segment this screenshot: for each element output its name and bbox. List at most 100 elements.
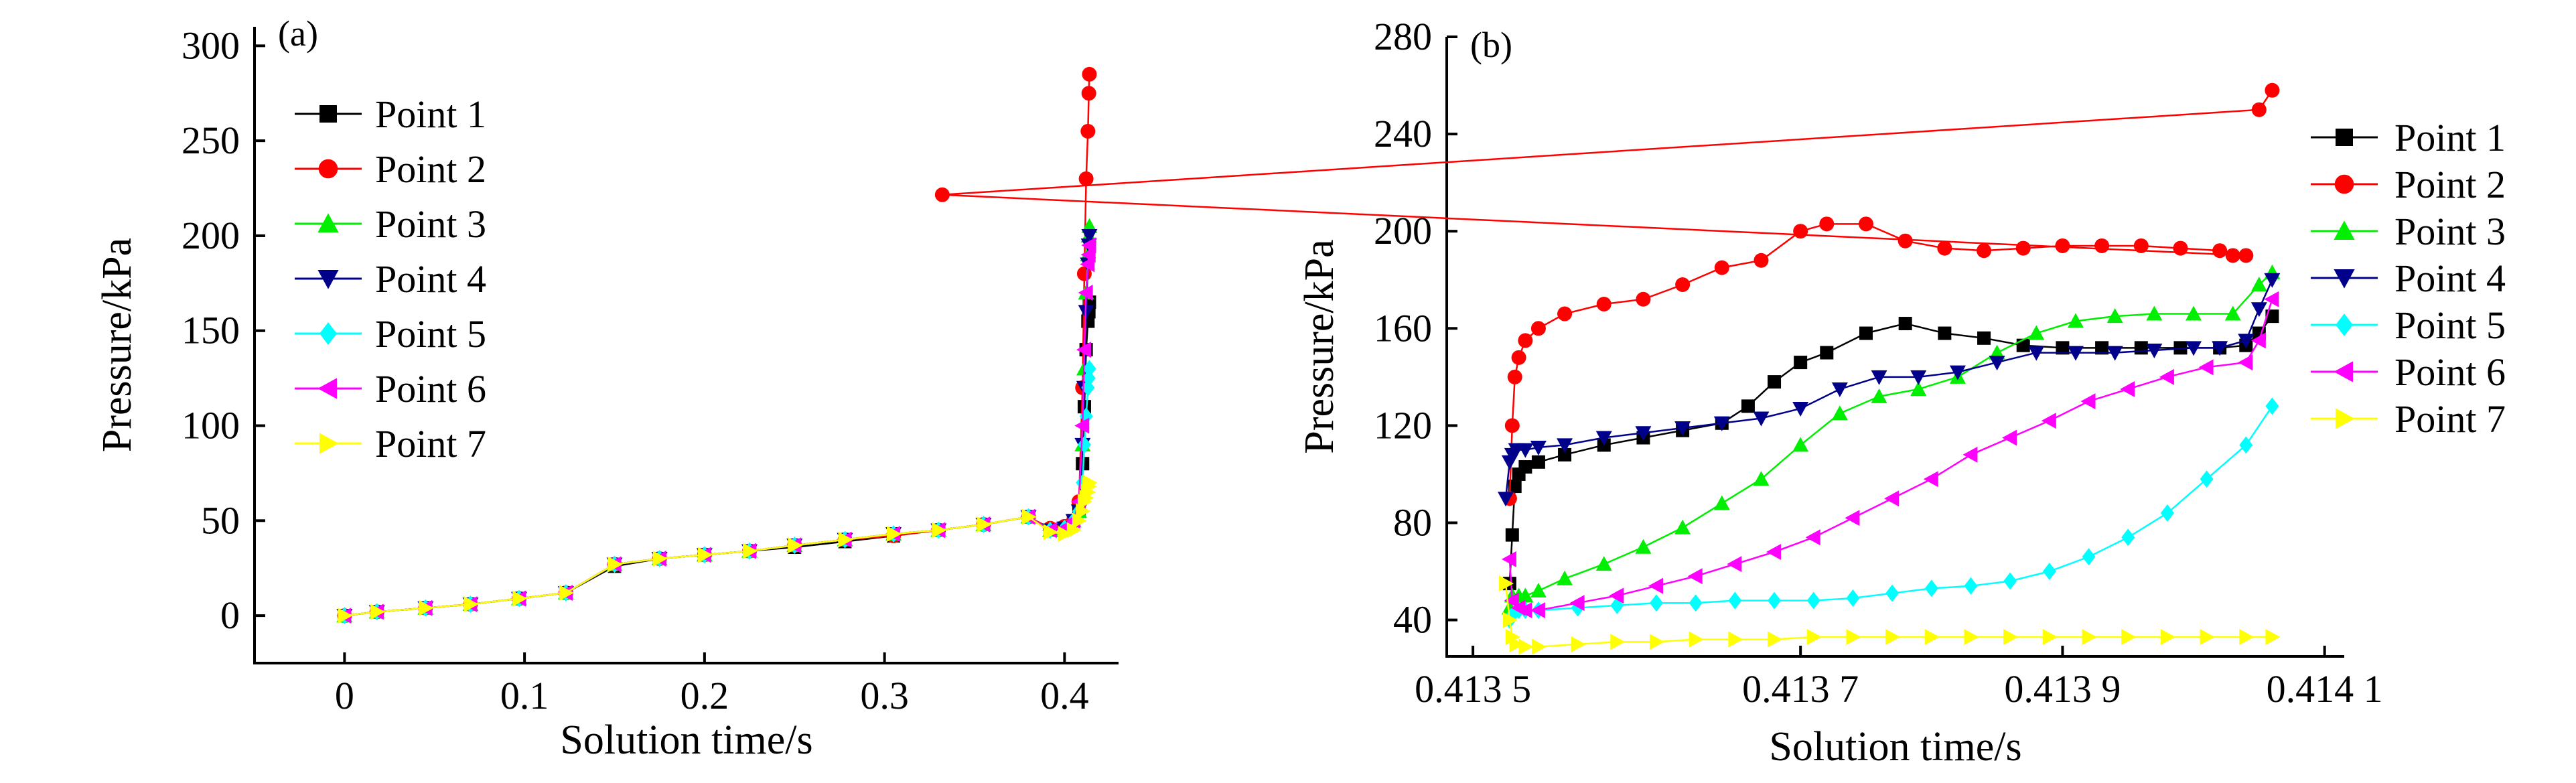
data-point (1819, 216, 1835, 232)
legend-entry: Point 5 (295, 312, 486, 356)
data-point (2146, 305, 2163, 321)
data-point (1571, 636, 1586, 652)
legend-label: Point 5 (2394, 303, 2506, 347)
data-point (1517, 602, 1532, 619)
data-point (1504, 418, 1520, 433)
data-point (1518, 333, 1533, 348)
data-point (1595, 431, 1612, 446)
data-point (2264, 291, 2279, 307)
data-point (2265, 397, 2279, 415)
data-point (1505, 628, 1520, 645)
x-tick-label: 0 (335, 674, 354, 717)
data-point (1609, 587, 1624, 604)
data-point (1596, 297, 1612, 312)
series-6 (1501, 291, 2279, 619)
data-point (2120, 380, 2135, 397)
data-point (1076, 457, 1090, 471)
data-point (1805, 529, 1820, 546)
data-point (1508, 480, 1522, 494)
legend-marker (318, 159, 338, 179)
y-tick-label: 240 (1374, 112, 1432, 155)
data-point (2041, 413, 2056, 429)
data-point (1937, 240, 1952, 256)
x-tick-label: 0.414 1 (2267, 667, 2383, 711)
data-point (2238, 354, 2253, 371)
data-point (2015, 240, 2031, 256)
data-point (2028, 346, 2045, 361)
y-tick-label: 120 (1374, 403, 1432, 447)
x-tick-label: 0.413 7 (1742, 667, 1859, 711)
y-tick-label: 200 (182, 214, 240, 257)
data-point (1910, 370, 1927, 385)
data-point (2238, 334, 2255, 349)
data-point (1859, 326, 1873, 340)
data-point (1884, 490, 1900, 507)
data-point (2200, 470, 2214, 488)
data-point (1082, 360, 1096, 378)
data-point (1499, 575, 1514, 592)
data-point (652, 551, 668, 567)
data-point (1569, 595, 1585, 612)
data-point (1845, 510, 1860, 526)
data-point (1768, 591, 1782, 610)
legend-marker (319, 105, 337, 123)
data-point (1505, 528, 1519, 542)
data-point (1558, 447, 1572, 461)
data-point (2106, 346, 2123, 361)
data-point (1675, 277, 1691, 292)
data-point (1043, 524, 1058, 541)
legend-label: Point 5 (375, 312, 486, 356)
data-point (2133, 238, 2149, 253)
data-point (2265, 82, 2280, 98)
data-point (1793, 224, 1808, 239)
data-point (1949, 365, 1966, 380)
legend-label: Point 2 (2394, 163, 2506, 206)
data-point (1595, 556, 1612, 571)
data-point (838, 531, 853, 548)
data-point (2002, 429, 2017, 446)
data-point (1885, 584, 1900, 602)
data-point (2160, 504, 2174, 522)
legend-entry: Point 1 (295, 92, 486, 136)
data-point (1531, 455, 1545, 469)
data-point (1557, 570, 1573, 585)
data-point (607, 556, 623, 573)
data-point (1846, 589, 1860, 607)
y-axis-label: Pressure/kPa (1297, 239, 1342, 453)
data-point (1649, 634, 1664, 650)
data-point (2239, 436, 2253, 454)
data-point (2082, 628, 2097, 645)
chart-panel-a: 0 0.1 0.2 0.3 0.4 0 50 100 150 200 250 300 Solution … (94, 13, 1119, 763)
legend-label: Point 4 (375, 257, 486, 301)
data-point (2250, 332, 2266, 349)
legend-label: Point 7 (375, 422, 486, 466)
data-point (977, 516, 992, 532)
legend-entry: Point 7 (2311, 397, 2506, 441)
series-line (344, 482, 1090, 617)
data-point (2067, 346, 2084, 361)
data-point (2146, 343, 2163, 358)
data-point (2121, 528, 2135, 547)
data-point (2224, 305, 2241, 321)
data-point (1557, 438, 1573, 453)
legend-marker (317, 378, 337, 399)
data-point (1649, 594, 1663, 612)
legend-entry: Point 6 (2311, 350, 2506, 394)
data-point (1754, 253, 1769, 268)
data-point (1924, 579, 1938, 597)
y-tick-label: 100 (182, 404, 240, 447)
legend-entry: Point 1 (2311, 116, 2506, 159)
data-point (1964, 628, 1979, 645)
data-point (1924, 628, 1940, 645)
data-point (1648, 577, 1663, 594)
legend-marker (2334, 269, 2355, 289)
data-point (1504, 592, 1519, 609)
x-tick-label: 0.2 (681, 674, 729, 717)
x-tick-label: 0.413 5 (1415, 667, 1531, 711)
legend-entry: Point 7 (295, 422, 486, 466)
data-point (1674, 421, 1691, 437)
data-point (1713, 416, 1730, 431)
data-point (1517, 443, 1534, 458)
data-point (2251, 102, 2267, 117)
data-point (2212, 341, 2228, 356)
